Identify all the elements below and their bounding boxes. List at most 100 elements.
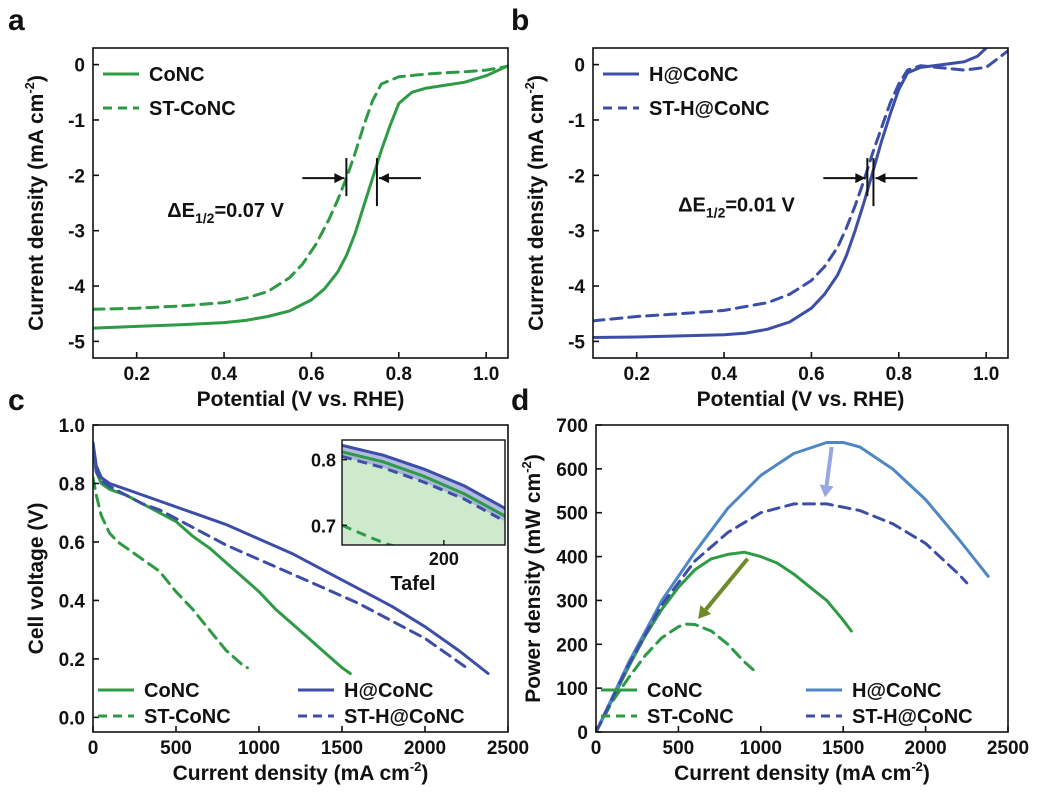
legend-label: ST-CoNC <box>647 706 734 728</box>
x-tick-label: 0 <box>591 738 602 759</box>
series-group <box>593 48 1008 339</box>
y-axis-title: Current density (mA cm-2) <box>22 75 48 331</box>
y-tick-label: 0.0 <box>59 708 85 729</box>
trend-arrow-shaft <box>824 446 834 486</box>
y-axis-title-sup: -2 <box>522 82 537 94</box>
legend-label: ST-CoNC <box>149 98 236 120</box>
delta-e-sub: 1/2 <box>195 210 215 226</box>
y-tick-label: -5 <box>568 332 585 353</box>
inset-y-tick-label: 0.8 <box>311 451 336 471</box>
x-axis-title: Potential (V vs. RHE) <box>697 388 905 411</box>
x-tick-label: 1.0 <box>973 364 999 385</box>
legend-label: CoNC <box>149 64 205 86</box>
y-axis-title: Current density (mA cm-2) <box>522 75 548 331</box>
x-tick-label: 2000 <box>904 738 946 759</box>
annotation-arrowhead-right <box>875 173 886 184</box>
annotation-arrowhead-left <box>334 173 345 184</box>
legend-label: ST-H@CoNC <box>344 706 465 728</box>
panel-letter-d: d <box>511 384 529 417</box>
delta-e-prefix: ΔE <box>678 194 706 216</box>
y-tick-label: 0 <box>74 56 85 77</box>
x-tick-label: 2000 <box>404 738 446 759</box>
trend-arrow-head <box>698 605 712 619</box>
inset-y-tick-label: 0.7 <box>311 516 336 536</box>
y-axis-title-main: Power density (mW cm <box>522 473 545 703</box>
x-tick-label: 1000 <box>740 738 782 759</box>
y-tick-label: 700 <box>556 416 588 437</box>
x-axis-title: Potential (V vs. RHE) <box>197 388 405 411</box>
series-line-st-conc <box>596 622 756 732</box>
series-line-st-conc <box>93 64 508 311</box>
y-axis-title-sup: -2 <box>22 82 37 94</box>
x-tick-label: 1000 <box>238 738 280 759</box>
legend-label: H@CoNC <box>344 680 434 702</box>
delta-e-annotation: ΔE1/2=0.07 V <box>167 200 284 226</box>
x-tick-label: 0.6 <box>798 364 824 385</box>
y-tick-label: 0.2 <box>59 650 85 671</box>
x-tick-label: 1500 <box>321 738 363 759</box>
series-line-st-h-at-conc <box>593 49 1008 323</box>
y-tick-label: -4 <box>568 277 585 298</box>
legend-label: ST-H@CoNC <box>649 98 770 120</box>
inset-line-st-h-at-conc <box>342 454 505 523</box>
panel-d: d 0 500 1000 1500 2000 2500 0 100 200 300 400 500 600… <box>511 384 1029 759</box>
y-tick-label: 600 <box>556 460 588 481</box>
y-tick-label: -1 <box>68 111 85 132</box>
y-axis-title-main: Current density (mA cm <box>525 94 548 331</box>
delta-e-suffix: =0.01 V <box>725 194 795 216</box>
series-line-st-h-at-conc <box>93 446 468 670</box>
y-tick-label: -1 <box>568 111 585 132</box>
y-axis-title-tail: ) <box>25 75 48 82</box>
x-tick-label: 0.2 <box>123 364 149 385</box>
y-tick-label: 100 <box>556 679 588 700</box>
annotation-arrowhead-left <box>855 173 866 184</box>
x-tick-label: 1500 <box>822 738 864 759</box>
tafel-inset: 0.7 0.8 200 Tafel <box>311 439 506 595</box>
x-axis-title-main: Current density (mA cm <box>173 762 410 785</box>
series-line-h-at-conc <box>596 441 990 732</box>
x-axis-title: Current density (mA cm-2) <box>674 759 930 785</box>
y-tick-label: 0.8 <box>59 474 85 495</box>
annotation-arrowhead-right <box>378 173 389 184</box>
series-line-h-at-conc <box>593 48 989 339</box>
panel-c: c 0 500 1000 1500 2000 2500 0.0 0.2 0.4 0.6 0.8 1.0 C… <box>8 384 529 759</box>
trend-arrow-head <box>819 484 834 498</box>
panel-a: a 0.2 0.4 0.6 0.8 1.0 0 -1 -2 -3 -4 -5 Potential (V … <box>8 4 509 411</box>
x-tick-label: 0.4 <box>211 364 238 385</box>
delta-e-suffix: =0.07 V <box>214 200 284 222</box>
y-axis-title-tail: ) <box>522 454 545 461</box>
y-tick-label: -2 <box>568 166 585 187</box>
x-tick-label: 1.0 <box>473 364 499 385</box>
delta-e-sub: 1/2 <box>706 204 726 220</box>
x-axis-title: Current density (mA cm-2) <box>173 759 429 785</box>
legend-label: CoNC <box>647 680 703 702</box>
series-line-conc <box>93 446 352 675</box>
y-tick-label: -3 <box>68 222 85 243</box>
y-tick-label: -5 <box>68 332 85 353</box>
series-group <box>93 441 490 675</box>
y-tick-label: 0 <box>577 723 588 744</box>
x-tick-label: 2500 <box>987 738 1029 759</box>
legend-label: ST-H@CoNC <box>852 706 973 728</box>
x-tick-label: 0.6 <box>298 364 324 385</box>
y-tick-label: 200 <box>556 635 588 656</box>
y-tick-label: -3 <box>568 222 585 243</box>
y-axis-title-sup: -2 <box>519 461 534 473</box>
x-tick-label: 0.2 <box>623 364 649 385</box>
inset-curves <box>342 443 505 545</box>
series-group <box>93 64 508 330</box>
y-tick-label: -2 <box>68 166 85 187</box>
panel-b: b 0.2 0.4 0.6 0.8 1.0 0 -1 -2 -3 -4 -5 Potential (V … <box>511 4 1009 411</box>
inset-line-h-at-conc <box>342 443 505 510</box>
y-axis-title: Cell voltage (V) <box>25 503 48 655</box>
x-axis-title-tail: ) <box>923 762 930 785</box>
plot-frame <box>92 424 509 733</box>
inset-line-st-conc <box>342 523 397 545</box>
plot-frame <box>92 47 509 359</box>
legend-label: H@CoNC <box>649 64 739 86</box>
series-line-h-at-conc <box>93 441 490 675</box>
x-tick-label: 0.8 <box>386 364 412 385</box>
x-tick-label: 500 <box>663 738 695 759</box>
y-tick-label: 300 <box>556 591 588 612</box>
